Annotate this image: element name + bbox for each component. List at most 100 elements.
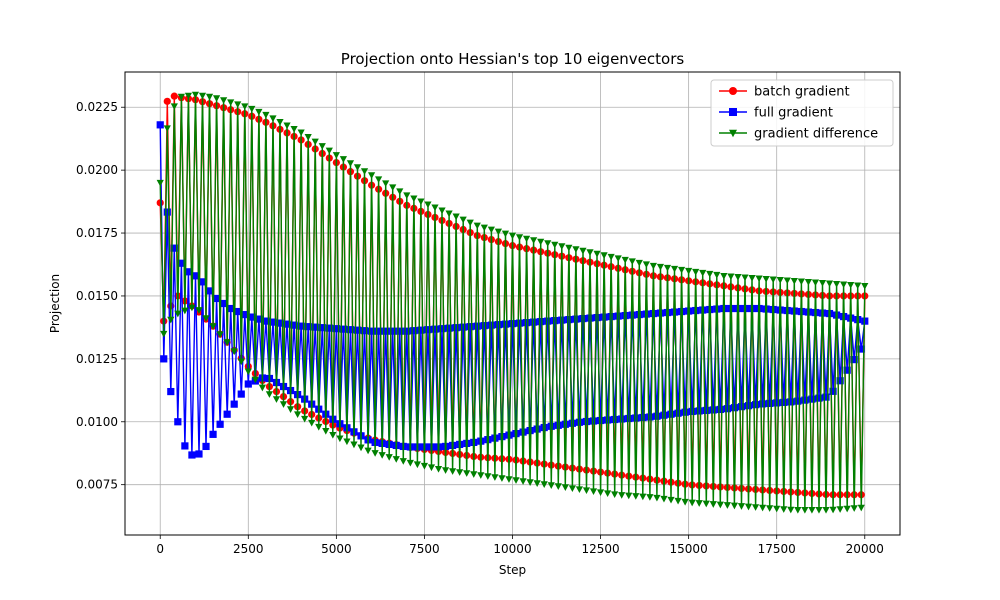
legend-label: gradient difference (754, 127, 878, 142)
data-point (339, 325, 348, 333)
data-point (318, 143, 326, 150)
data-point (315, 423, 323, 431)
data-point (505, 476, 513, 483)
data-point (234, 101, 242, 108)
data-point (653, 494, 661, 502)
data-point (167, 316, 175, 324)
data-point (367, 327, 376, 335)
data-point (618, 492, 626, 499)
data-point (413, 461, 421, 469)
data-point (670, 265, 679, 273)
x-axis-label: Step (499, 563, 526, 577)
data-point (709, 406, 717, 414)
legend-marker (729, 87, 737, 95)
data-point (734, 273, 742, 281)
data-point (399, 458, 407, 465)
data-point (441, 467, 450, 474)
data-point (748, 274, 756, 282)
data-point (156, 121, 164, 129)
data-point (522, 235, 531, 243)
data-point (822, 393, 830, 401)
data-point (515, 319, 524, 327)
data-point (279, 401, 288, 408)
data-point (787, 506, 795, 514)
y-tick-label: 0.0125 (76, 352, 118, 366)
data-point (537, 318, 545, 326)
data-point (177, 259, 185, 267)
data-point (836, 506, 844, 513)
legend-box (710, 79, 894, 147)
data-point (258, 384, 266, 392)
y-tick-label: 0.0200 (76, 163, 118, 177)
data-point (449, 468, 457, 475)
data-point (163, 125, 171, 132)
data-point (635, 310, 643, 319)
data-point (575, 418, 584, 426)
legend-label: batch gradient (754, 85, 850, 100)
data-point (191, 91, 200, 99)
data-point (484, 473, 492, 480)
data-point (600, 252, 608, 259)
y-tick-label: 0.0150 (76, 289, 118, 303)
data-point (537, 238, 545, 246)
data-point (424, 201, 432, 209)
data-point (339, 156, 348, 163)
data-point (663, 264, 672, 272)
data-point (611, 491, 619, 499)
data-point (794, 397, 802, 405)
data-point (332, 325, 340, 333)
data-point (297, 129, 305, 137)
data-point (642, 310, 650, 318)
y-tick-label: 0.0225 (76, 100, 118, 114)
data-point (191, 272, 200, 280)
data-point (843, 505, 851, 513)
data-point (188, 304, 196, 312)
data-point (184, 92, 193, 100)
legend-marker (729, 129, 737, 138)
data-point (515, 234, 524, 241)
data-point (540, 481, 548, 488)
data-point (776, 276, 784, 284)
data-point (565, 316, 573, 324)
data-point (713, 271, 721, 279)
y-tick-label: 0.0175 (76, 226, 118, 240)
data-point (861, 283, 869, 290)
data-point (554, 421, 562, 429)
data-point (681, 498, 689, 506)
data-point (544, 240, 552, 247)
data-point (466, 219, 474, 227)
data-point (512, 477, 520, 484)
data-point (688, 499, 696, 507)
data-point (547, 422, 555, 430)
y-tick-label: 0.0100 (76, 415, 118, 429)
data-point (857, 504, 865, 512)
data-point (160, 330, 168, 338)
data-point (508, 232, 517, 240)
data-point (790, 277, 798, 285)
data-point (227, 304, 235, 313)
data-point (681, 408, 689, 416)
data-point (216, 331, 224, 338)
data-point (308, 419, 316, 427)
data-point (526, 479, 534, 486)
data-point (188, 451, 196, 459)
data-point (558, 316, 566, 324)
data-point (346, 160, 355, 167)
data-point (611, 415, 619, 424)
data-point (649, 309, 658, 318)
x-tick-label: 2500 (233, 542, 264, 556)
data-point (744, 402, 753, 410)
data-point (230, 348, 238, 356)
data-point (378, 452, 386, 459)
data-point (780, 398, 788, 406)
data-point (269, 115, 277, 123)
data-point (723, 502, 731, 509)
data-point (829, 506, 837, 514)
data-point (283, 320, 291, 328)
legend-label: full gradient (754, 106, 833, 121)
data-point (646, 494, 654, 501)
data-point (491, 474, 499, 481)
data-point (223, 339, 231, 347)
data-point (424, 326, 432, 334)
data-point (660, 411, 668, 419)
